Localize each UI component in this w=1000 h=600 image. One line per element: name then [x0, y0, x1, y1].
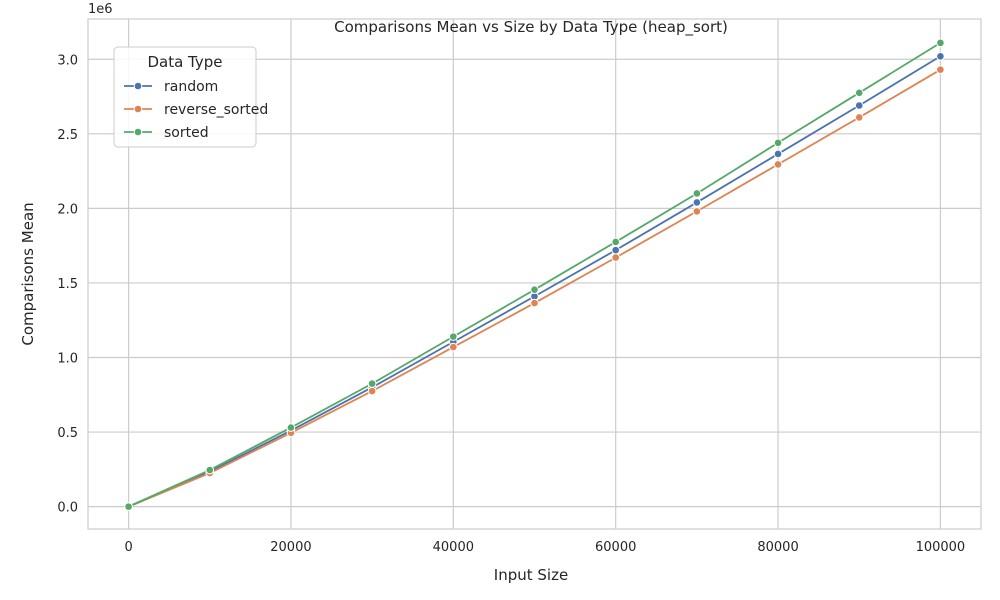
legend-swatch-marker [133, 127, 143, 137]
legend-swatch-marker [133, 104, 143, 114]
plot-frame [87, 18, 982, 530]
y-tick-label: 1.0 [57, 352, 78, 367]
legend-box [113, 46, 257, 148]
chart-title: Comparisons Mean vs Size by Data Type (h… [334, 18, 728, 37]
data-point-reverse_sorted [611, 253, 620, 262]
y-tick-label: 3.0 [57, 53, 78, 68]
data-point-reverse_sorted [449, 342, 458, 352]
legend-label: reverse_sorted [164, 102, 268, 118]
x-tick-label: 100000 [916, 540, 966, 555]
y-offset-label: 1e6 [88, 2, 113, 17]
data-point-random [936, 51, 945, 61]
data-point-sorted [854, 88, 864, 98]
x-tick-label: 0 [124, 540, 132, 555]
data-point-sorted [286, 423, 296, 432]
x-tick-label: 20000 [270, 540, 311, 555]
x-tick-label: 40000 [433, 540, 474, 555]
y-tick-label: 0.5 [57, 426, 78, 441]
y-tick-label: 2.5 [57, 128, 78, 143]
data-point-reverse_sorted [692, 207, 702, 216]
legend-label: sorted [164, 125, 209, 141]
legend-label: random [164, 79, 218, 95]
data-point-random [854, 101, 864, 110]
data-point-reverse_sorted [773, 160, 783, 169]
tick-labels: 0 20000 40000 60000 80000 100000 0.0 0.5 1.0 1.5 2… [57, 53, 965, 555]
data-point-sorted [936, 38, 945, 48]
legend-title: Data Type [147, 53, 222, 71]
data-point-sorted [692, 189, 702, 198]
data-point-reverse_sorted [367, 386, 377, 396]
y-tick-label: 1.5 [57, 277, 78, 292]
data-point-reverse_sorted [854, 113, 864, 122]
legend-swatch-marker [133, 81, 143, 91]
data-point-sorted [124, 502, 133, 511]
y-tick-label: 0.0 [57, 501, 78, 516]
data-point-sorted [530, 285, 539, 294]
data-point-random [611, 245, 620, 255]
x-axis-label: Input Size [494, 566, 568, 584]
data-point-sorted [773, 138, 783, 148]
data-point-sorted [367, 379, 377, 388]
series-layer [124, 38, 945, 511]
x-tick-label: 60000 [595, 540, 636, 555]
data-point-random [692, 198, 702, 207]
data-point-reverse_sorted [936, 65, 945, 75]
data-point-sorted [205, 465, 215, 475]
data-point-sorted [449, 332, 458, 341]
y-axis-label: Comparisons Mean [19, 202, 37, 345]
data-point-random [773, 149, 783, 159]
data-point-sorted [611, 237, 620, 247]
data-point-reverse_sorted [530, 298, 539, 308]
x-tick-label: 80000 [757, 540, 798, 555]
y-tick-label: 2.0 [57, 202, 78, 217]
